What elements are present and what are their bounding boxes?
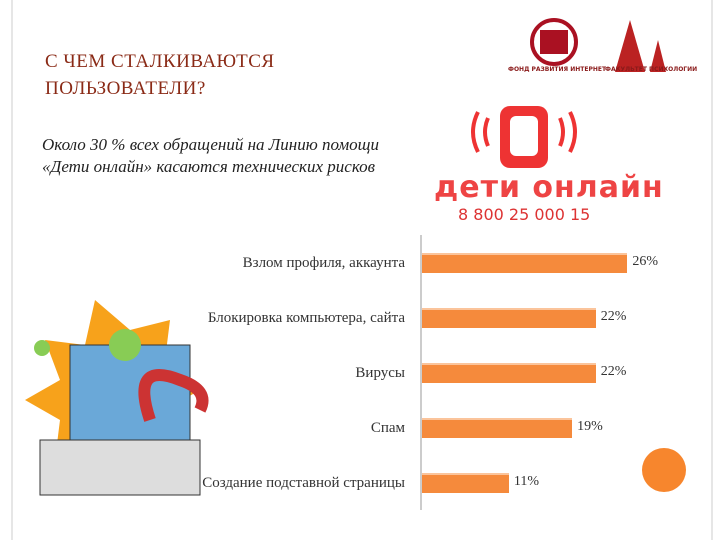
phone: 8 800 25 000 15 bbox=[458, 205, 591, 224]
logo-right: ФАКУЛЬТЕТ ПСИХОЛОГИИ bbox=[605, 66, 698, 73]
category-label: Взлом профиля, аккаунта bbox=[242, 254, 405, 271]
value-label: 19% bbox=[577, 419, 603, 434]
bar bbox=[422, 473, 509, 493]
value-label: 22% bbox=[600, 309, 627, 324]
bar bbox=[422, 363, 596, 383]
bar bbox=[422, 253, 628, 273]
value-label: 11% bbox=[513, 474, 540, 489]
brand: дети онлайн bbox=[434, 170, 664, 205]
bar bbox=[422, 308, 596, 328]
category-label: Вирусы bbox=[355, 364, 405, 381]
value-label: 26% bbox=[632, 254, 659, 269]
category-label: Создание подставной страницы bbox=[202, 474, 405, 491]
value-label: 22% bbox=[600, 364, 627, 379]
category-label: Блокировка компьютера, сайта bbox=[207, 309, 405, 326]
logo-left: ФОНД РАЗВИТИЯ ИНТЕРНЕТ bbox=[508, 66, 607, 73]
category-label: Спам bbox=[370, 419, 405, 436]
bar bbox=[422, 418, 573, 438]
slide-text: Около 30 % всех обращений на Линию помощ… bbox=[42, 135, 379, 176]
slide-title: С ЧЕМ СТАЛКИВАЮТСЯ ПОЛЬЗОВАТЕЛИ? bbox=[45, 51, 275, 99]
